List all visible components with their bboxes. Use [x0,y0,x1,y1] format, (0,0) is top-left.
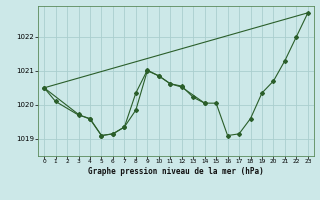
X-axis label: Graphe pression niveau de la mer (hPa): Graphe pression niveau de la mer (hPa) [88,167,264,176]
